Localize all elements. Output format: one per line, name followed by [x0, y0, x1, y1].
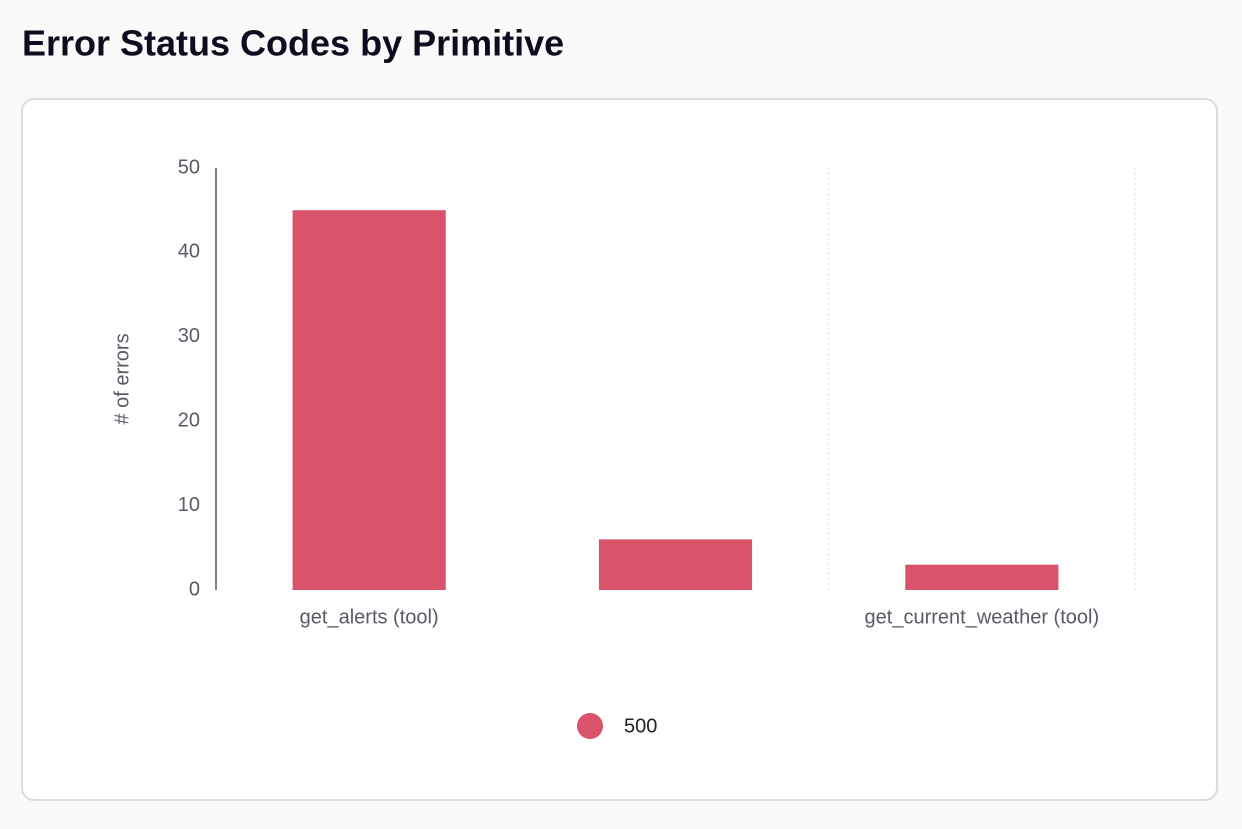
bar: [905, 564, 1059, 590]
bar: [598, 539, 753, 590]
chart-title: Error Status Codes by Primitive: [22, 23, 564, 64]
y-tick-label: 50: [178, 156, 200, 178]
card: [21, 98, 1218, 801]
bar: [292, 210, 446, 590]
y-axis-label: # of errors: [111, 333, 133, 424]
legend-label: 500: [624, 715, 657, 737]
y-tick-label: 10: [178, 494, 200, 516]
x-tick-label: get_current_weather (tool): [865, 606, 1100, 628]
y-tick-label: 40: [178, 241, 200, 263]
y-tick-label: 30: [178, 325, 200, 347]
x-tick-label: get_alerts (tool): [300, 606, 439, 628]
y-tick-label: 0: [189, 578, 200, 600]
legend-swatch: [577, 713, 603, 739]
y-tick-label: 20: [178, 409, 200, 431]
